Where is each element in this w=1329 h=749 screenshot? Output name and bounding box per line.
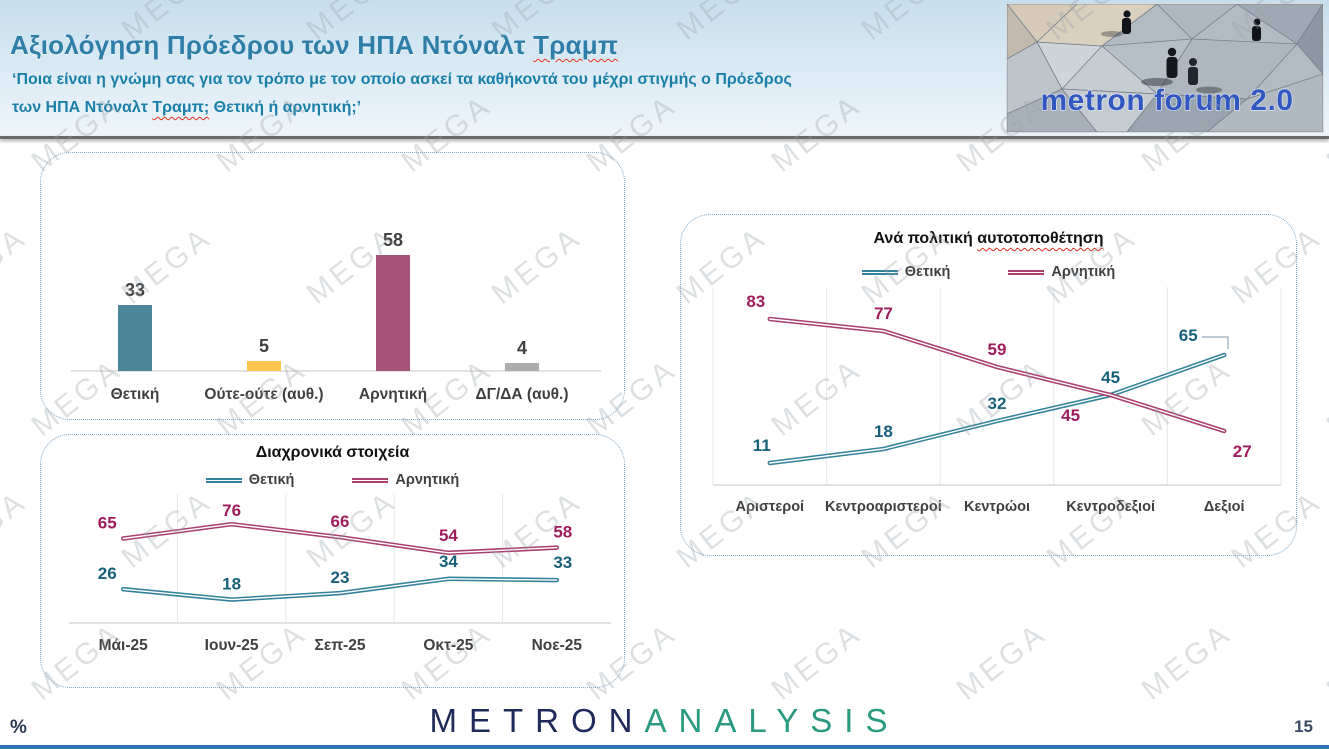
slide-bottom-edge xyxy=(0,745,1329,749)
bar xyxy=(376,255,410,371)
point-value-label: 34 xyxy=(439,552,458,571)
title-text: Αξιολόγηση Πρόεδρου των ΗΠΑ Ντόναλτ xyxy=(10,30,534,60)
photo-caption: metron forum 2.0 xyxy=(1040,84,1293,117)
watermark-text: MEGA xyxy=(1135,616,1239,707)
bar xyxy=(247,361,281,371)
series-line-inner xyxy=(769,318,1225,432)
timeline-line-chart: 26 18 23 34 33 65 76 66 54 58 Μάι-25 Ιουν-25 Σεπ-25 Ο… xyxy=(69,494,611,654)
watermark-text: MEGA xyxy=(950,616,1054,707)
category-label: Ιουν-25 xyxy=(205,637,259,654)
category-label: Θετική xyxy=(111,386,160,403)
series-line-Αρνητική xyxy=(767,316,1227,434)
point-value-label: 33 xyxy=(553,553,572,572)
category-label: ΔΓ/ΔΑ (αυθ.) xyxy=(476,386,569,403)
watermark-text: MEGA xyxy=(765,616,869,707)
legend-label: Θετική xyxy=(248,472,295,488)
watermark-text: MEGA xyxy=(0,220,34,311)
bar-value-label: 58 xyxy=(383,230,403,250)
category-label: Σεπ-25 xyxy=(315,637,366,654)
category-label: Κεντροαριστεροί xyxy=(825,499,942,515)
point-value-label: 65 xyxy=(1179,326,1198,345)
point-value-label: 83 xyxy=(746,292,765,311)
political-chart-title: Ανά πολιτική αυτοτοποθέτηση xyxy=(873,230,1104,247)
title-spellcheck-word: Τραμπ xyxy=(533,30,618,60)
political-line-chart: 11 18 32 45 65 83 77 59 45 27 Αριστεροί Κεντροαριστ… xyxy=(712,287,1282,515)
watermark-text: MEGA xyxy=(0,484,34,575)
point-value-label: 76 xyxy=(222,501,241,520)
category-label: Κεντροδεξιοί xyxy=(1066,499,1155,515)
logo-analysis: ANALYSIS xyxy=(644,702,900,739)
bar-value-label: 5 xyxy=(259,336,269,356)
point-value-label: 32 xyxy=(988,394,1007,413)
subtitle-line1: ‘Ποια είναι η γνώμη σας για τον τρόπο με… xyxy=(12,71,792,88)
category-label: Δεξιοί xyxy=(1204,499,1245,515)
metron-forum-photo: metron forum 2.0 xyxy=(1006,2,1324,133)
header: Αξιολόγηση Πρόεδρου των ΗΠΑ Ντόναλτ Τραμ… xyxy=(0,0,1329,136)
panel-political-self-placement: Ανά πολιτική αυτοτοποθέτηση Θετική Αρνητι… xyxy=(680,214,1297,556)
point-value-label: 26 xyxy=(98,564,117,583)
question-subtitle: ‘Ποια είναι η γνώμη σας για τον τρόπο με… xyxy=(12,66,792,122)
header-divider xyxy=(0,136,1329,139)
legend-item-Θετική: Θετική xyxy=(205,472,295,488)
category-label: Μάι-25 xyxy=(99,637,149,654)
panel-overall-rating: 33 Θετική 5 Ούτε-ούτε (αυθ.) 58 Αρνητική 4 ΔΓ/Δ… xyxy=(40,152,625,420)
category-label: Οκτ-25 xyxy=(423,637,473,654)
bar xyxy=(118,305,152,371)
subtitle-spellcheck-word: Τραμπ; xyxy=(152,99,210,116)
panel-timeline: Διαχρονικά στοιχεία Θετική Αρνητική 26 18 2… xyxy=(40,434,625,688)
series-line-inner xyxy=(122,523,558,554)
series-line-inner xyxy=(769,354,1225,464)
category-label: Κεντρώοι xyxy=(964,499,1030,515)
point-value-label: 59 xyxy=(988,340,1007,359)
category-label: Αριστεροί xyxy=(735,499,804,515)
point-value-label: 27 xyxy=(1233,442,1252,461)
political-title-spellcheck-word: αυτοτοποθέτηση xyxy=(977,230,1104,247)
logo-metron: METRON xyxy=(429,702,645,739)
people-silhouettes xyxy=(1101,10,1261,94)
point-value-label: 18 xyxy=(874,422,893,441)
legend-item-Θετική: Θετική xyxy=(861,264,951,280)
legend-swatch xyxy=(352,477,389,483)
point-value-label: 58 xyxy=(553,523,572,542)
legend-item-Αρνητική: Αρνητική xyxy=(1008,264,1115,280)
bar-value-label: 33 xyxy=(125,280,145,300)
page-number: 15 xyxy=(1294,717,1313,736)
overall-rating-bar-chart: 33 Θετική 5 Ούτε-ούτε (αυθ.) 58 Αρνητική 4 ΔΓ/Δ… xyxy=(71,230,601,403)
point-value-label: 45 xyxy=(1061,406,1080,425)
category-label: Ούτε-ούτε (αυθ.) xyxy=(204,386,323,403)
bar-value-label: 4 xyxy=(517,338,527,358)
page-title: Αξιολόγηση Πρόεδρου των ΗΠΑ Ντόναλτ Τραμ… xyxy=(10,30,618,61)
point-value-label: 66 xyxy=(331,512,350,531)
metron-forum-photo-image: metron forum 2.0 xyxy=(1006,2,1324,133)
point-value-label: 45 xyxy=(1101,368,1120,387)
category-label: Αρνητική xyxy=(359,386,427,403)
series-line-inner xyxy=(122,578,558,601)
legend-label: Αρνητική xyxy=(395,472,460,488)
watermark-text: MEGA xyxy=(1320,352,1329,443)
point-value-label: 77 xyxy=(874,304,893,323)
point-value-label: 18 xyxy=(222,575,241,594)
metron-analysis-logo: METRONANALYSIS xyxy=(0,702,1329,740)
legend-label: Θετική xyxy=(904,264,951,280)
political-legend: Θετική Αρνητική xyxy=(681,264,1296,280)
legend-swatch xyxy=(861,269,898,275)
legend-item-Αρνητική: Αρνητική xyxy=(352,472,459,488)
point-value-label: 11 xyxy=(753,436,771,455)
timeline-legend: Θετική Αρνητική xyxy=(41,472,624,488)
legend-swatch xyxy=(1008,269,1045,275)
category-label: Νοε-25 xyxy=(532,637,583,654)
point-value-label: 54 xyxy=(439,526,458,545)
point-value-label: 23 xyxy=(331,568,350,587)
legend-swatch xyxy=(205,477,242,483)
watermark-text: MEGA xyxy=(1320,616,1329,707)
legend-label: Αρνητική xyxy=(1051,264,1116,280)
timeline-chart-title: Διαχρονικά στοιχεία xyxy=(255,444,410,461)
percent-note: % xyxy=(10,717,27,738)
point-value-label: 65 xyxy=(98,514,117,533)
label-leader-line xyxy=(1202,336,1229,349)
bar xyxy=(505,363,539,371)
subtitle-line2: των ΗΠΑ Ντόναλτ Τραμπ; Θετική ή αρνητική… xyxy=(12,99,362,116)
